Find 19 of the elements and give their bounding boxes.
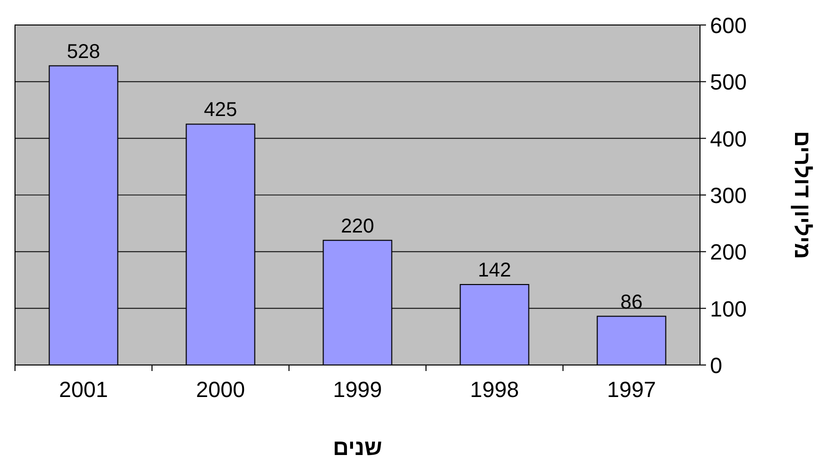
data-label: 86: [620, 291, 643, 314]
y-tick-label: 0: [710, 353, 722, 378]
data-label: 425: [204, 99, 238, 122]
data-label: 142: [478, 260, 512, 282]
x-tick-label: 1998: [470, 377, 519, 402]
y-tick-label: 200: [710, 240, 747, 265]
x-tick-label: 2000: [196, 377, 245, 402]
x-tick-label: 2001: [59, 377, 108, 402]
x-tick-label: 1999: [333, 377, 382, 402]
y-tick-label: 100: [710, 296, 747, 322]
data-label: 220: [340, 215, 374, 238]
y-axis-title: מיליון דולרים: [790, 131, 815, 259]
y-tick-label: 600: [710, 13, 747, 38]
y-tick-label: 300: [710, 183, 747, 208]
data-label: 528: [66, 40, 100, 63]
y-tick-label: 400: [710, 126, 747, 152]
x-axis-title: שנים: [332, 435, 382, 460]
x-tick-label: 1997: [607, 377, 656, 402]
y-tick-label: 500: [710, 70, 747, 95]
